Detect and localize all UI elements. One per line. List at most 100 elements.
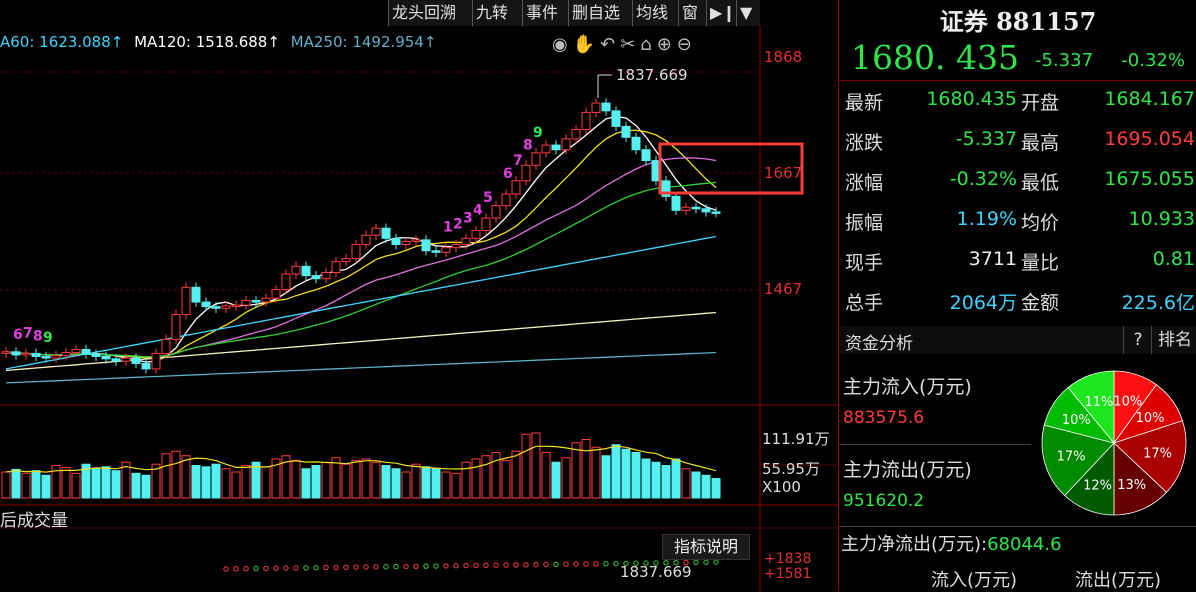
pie-slice xyxy=(1113,420,1187,493)
volume-bar xyxy=(581,439,591,499)
ma120-legend: MA120: 1518.688↑ xyxy=(134,33,280,51)
candle xyxy=(431,250,441,253)
candle xyxy=(171,314,181,340)
toolbar-button-events[interactable]: 事件 xyxy=(522,0,568,26)
toolbar-button-window[interactable]: 窗 xyxy=(678,0,706,26)
indicator-dot xyxy=(453,563,459,569)
candle xyxy=(411,239,421,242)
quote-label: 振幅 xyxy=(845,212,884,234)
candle xyxy=(111,358,121,362)
candle xyxy=(541,144,551,154)
indicator-dot xyxy=(623,560,629,567)
quote-label: 量比 xyxy=(1021,252,1060,274)
toolbar-button-nine-turn[interactable]: 九转 xyxy=(472,0,522,26)
price-change: -5.337 xyxy=(1035,50,1094,71)
quote-value: 10.933 xyxy=(1128,208,1195,230)
ma30-line xyxy=(5,181,717,358)
volume-bar xyxy=(331,457,341,499)
td-count-label: 2 xyxy=(453,217,463,233)
rank-button[interactable]: 排名 xyxy=(1151,326,1196,354)
candle xyxy=(191,286,201,303)
volume-bar xyxy=(601,455,611,499)
td-count-label: 6 xyxy=(13,327,23,343)
candle xyxy=(661,180,671,197)
volume-bar xyxy=(111,470,121,499)
volume-bar xyxy=(191,465,201,499)
candle xyxy=(11,351,21,356)
volume-bar xyxy=(141,474,151,499)
quote-value: 3711 xyxy=(968,248,1017,270)
indicator-dot xyxy=(513,562,519,568)
candle xyxy=(631,136,641,151)
indicator-dot xyxy=(673,559,679,566)
pie-slice-label: 10% xyxy=(1062,413,1091,428)
indicator-dot xyxy=(603,560,609,567)
indicator-dot xyxy=(373,564,379,570)
indicator-dot xyxy=(253,565,259,572)
volume-bar xyxy=(501,459,511,499)
volume-bar xyxy=(681,468,691,499)
volume-bar xyxy=(701,474,711,499)
quote-value: 1.19% xyxy=(956,208,1017,230)
toolbar-button-remove-watchlist[interactable]: 删自选 xyxy=(568,0,632,26)
indicator-dot xyxy=(573,561,579,567)
quote-label: 涨跌 xyxy=(845,132,884,154)
volume-bar xyxy=(521,433,531,499)
volume-panel-label[interactable]: 后成交量 xyxy=(0,511,68,531)
volume-bar xyxy=(391,468,401,499)
candle xyxy=(461,237,471,246)
quote-row-change: 涨跌 -5.337 最高 1695.054 xyxy=(839,128,1196,168)
candle xyxy=(221,305,231,309)
volume-bar xyxy=(211,463,221,499)
candle xyxy=(31,352,41,357)
volume-bar xyxy=(131,472,141,499)
indicator-dot xyxy=(443,563,449,569)
toolbar-button-leader-review[interactable]: 龙头回溯 xyxy=(388,0,472,26)
volume-bar xyxy=(411,463,421,499)
indicator-dot xyxy=(433,563,439,569)
fund-analysis-header: 资金分析 ? 排名 xyxy=(839,326,1196,354)
indicator-dot xyxy=(343,564,349,570)
indicator-dot xyxy=(483,562,489,569)
quote-label: 开盘 xyxy=(1021,92,1060,114)
quote-label: 均价 xyxy=(1021,212,1060,234)
pie-slice xyxy=(1067,370,1115,445)
indicator-dot xyxy=(383,564,389,570)
price-change-pct: -0.32% xyxy=(1121,50,1185,71)
price-axis-label-low: 1467 xyxy=(764,280,803,298)
chart-tools-icons[interactable]: ◉✋↶✂⌂⊕⊖ xyxy=(552,34,697,55)
quote-label: 金额 xyxy=(1021,292,1060,314)
candle xyxy=(291,265,301,275)
volume-bar xyxy=(221,468,231,499)
play-next-icon[interactable]: ▶❙ xyxy=(706,0,736,26)
volume-bar xyxy=(261,466,271,499)
indicator-dot xyxy=(243,565,249,572)
candle xyxy=(391,237,401,246)
main-outflow-label: 主力流出(万元) xyxy=(843,459,972,481)
candle xyxy=(141,362,151,370)
indicator-dot xyxy=(323,564,329,571)
indicator-dot xyxy=(263,565,269,572)
quote-row-amplitude: 振幅 1.19% 均价 10.933 xyxy=(839,208,1196,248)
volume-bar xyxy=(661,465,671,499)
caret-down-icon[interactable]: ▼ xyxy=(736,0,760,26)
candle xyxy=(501,193,511,207)
indicator-dot xyxy=(523,562,529,568)
candle xyxy=(471,230,481,239)
volume-bar xyxy=(711,478,721,499)
td-count-label: 3 xyxy=(463,210,473,226)
indicator-dot xyxy=(463,562,469,569)
indicator-axis-low: +1581 xyxy=(764,566,812,582)
quote-value: 0.81 xyxy=(1152,248,1195,270)
candle xyxy=(561,138,571,151)
indicator-explain-button[interactable]: 指标说明 xyxy=(662,534,750,560)
quote-label: 最高 xyxy=(1021,132,1060,154)
quote-row-hand: 现手 3711 量比 0.81 xyxy=(839,248,1196,288)
volume-bar xyxy=(311,465,321,499)
candle xyxy=(491,205,501,219)
toolbar-button-moving-average[interactable]: 均线 xyxy=(632,0,678,26)
candle xyxy=(311,275,321,280)
candle xyxy=(181,286,191,315)
help-button[interactable]: ? xyxy=(1123,326,1152,354)
